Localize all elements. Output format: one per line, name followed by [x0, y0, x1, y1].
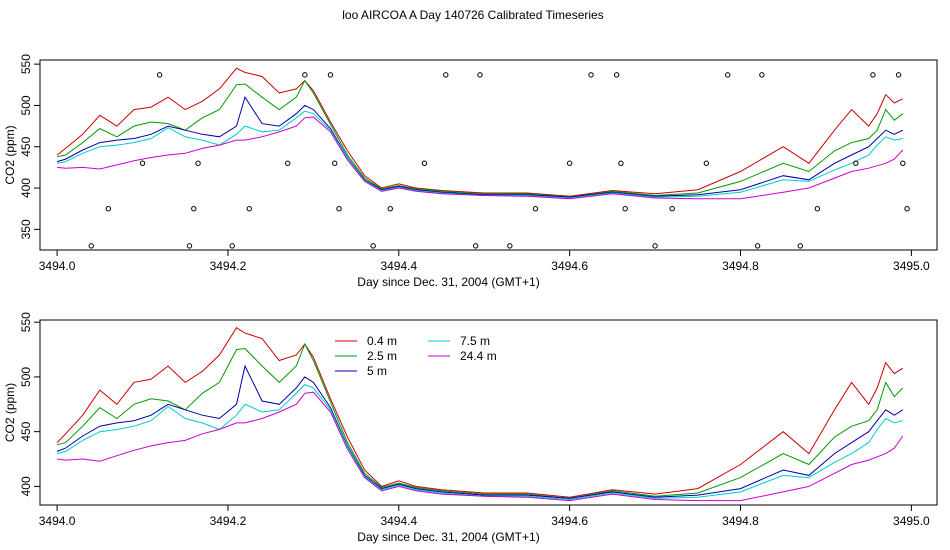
flag-point: [327, 72, 334, 78]
legend-label: 0.4 m: [367, 334, 397, 348]
series-line-24-4-m: [57, 116, 904, 200]
flag-point: [618, 160, 624, 166]
flag-point: [477, 72, 483, 78]
plot-frame: [39, 319, 938, 506]
series-line-7-5-m: [56, 384, 903, 501]
flag-point: [88, 243, 94, 249]
y-tick-label: 450: [19, 421, 33, 441]
x-tick-label: 3494.0: [39, 514, 76, 528]
y-axis-label: CO2 (ppm): [3, 383, 17, 442]
series-line-5-m: [56, 364, 904, 499]
flag-point: [532, 205, 539, 212]
flag-point: [895, 72, 902, 78]
flag-point: [797, 243, 804, 249]
top-chart-panel: 3494.0 3494.2 3494.4 3494.6 3494.8 3495.0 Day …: [3, 54, 938, 289]
flag-point: [507, 243, 513, 249]
flag-point: [105, 205, 112, 212]
figure-title: loo AIRCOA A Day 140726 Calibrated Times…: [342, 8, 603, 22]
x-tick-label: 3494.8: [722, 514, 759, 528]
x-tick-label: 3495.0: [893, 259, 930, 273]
y-axis-label: CO2 (ppm): [3, 125, 17, 184]
y-tick-label: 550: [19, 54, 33, 74]
flag-point: [652, 243, 658, 249]
flag-point: [336, 205, 342, 212]
flag-point: [421, 160, 428, 166]
flag-point: [900, 160, 906, 166]
legend-label: 5 m: [367, 364, 387, 378]
series-line-0-4-m: [56, 327, 904, 498]
y-tick-label: 450: [19, 136, 33, 156]
series-line-24-4-m: [57, 391, 904, 502]
flag-point: [613, 72, 620, 78]
y-tick-label: 400: [19, 178, 33, 198]
flag-point: [285, 160, 291, 166]
x-tick-label: 3494.4: [380, 259, 417, 273]
x-tick-label: 3494.2: [210, 259, 247, 273]
flag-point: [195, 160, 201, 166]
y-tick-label: 550: [19, 312, 33, 332]
series-line-7-5-m: [57, 110, 903, 199]
x-tick-label: 3494.2: [210, 514, 247, 528]
y-tick-label: 350: [19, 219, 33, 239]
y-tick-label: 400: [19, 476, 33, 496]
flag-point: [703, 160, 710, 166]
flag-point: [387, 205, 393, 212]
legend-label: 7.5 m: [460, 334, 490, 348]
flag-point: [229, 243, 235, 249]
flag-point: [754, 243, 761, 249]
x-axis-label: Day since Dec. 31, 2004 (GMT+1): [357, 530, 539, 544]
x-tick-label: 3495.0: [893, 514, 930, 528]
legend-label: 2.5 m: [367, 349, 397, 363]
flag-point: [246, 205, 253, 212]
x-axis-label: Day since Dec. 31, 2004 (GMT+1): [357, 275, 539, 289]
flag-point: [566, 160, 573, 166]
y-tick-label: 500: [19, 367, 33, 387]
y-tick-label: 500: [19, 95, 33, 115]
x-tick-label: 3494.0: [39, 259, 76, 273]
flag-point: [853, 160, 859, 166]
x-tick-label: 3494.6: [551, 259, 588, 273]
flag-point: [156, 72, 163, 78]
flag-point: [191, 205, 197, 212]
flag-point: [814, 205, 821, 212]
plot-frame: [39, 59, 938, 251]
x-tick-label: 3494.4: [380, 514, 417, 528]
bottom-chart-panel: 3494.0 3494.2 3494.4 3494.6 3494.8 3495.0 Day …: [3, 312, 938, 544]
flag-point: [759, 72, 765, 78]
x-tick-label: 3494.8: [722, 259, 759, 273]
flag-point: [622, 205, 628, 212]
flag-point: [669, 205, 675, 212]
flag-point: [588, 72, 594, 78]
series-line-2-5-m: [57, 79, 904, 198]
flag-point: [370, 243, 376, 249]
flag-point: [725, 72, 731, 78]
flag-point: [443, 72, 449, 78]
flag-point: [139, 160, 146, 166]
flag-point: [472, 243, 479, 249]
flag-point: [302, 72, 308, 78]
flag-point: [186, 243, 193, 249]
flag-point: [904, 205, 910, 212]
x-tick-label: 3494.6: [551, 514, 588, 528]
series-line-0-4-m: [56, 67, 904, 197]
legend-label: 24.4 m: [460, 349, 497, 363]
series-line-2-5-m: [56, 342, 904, 499]
flag-point: [870, 72, 876, 78]
flag-point: [332, 160, 338, 166]
